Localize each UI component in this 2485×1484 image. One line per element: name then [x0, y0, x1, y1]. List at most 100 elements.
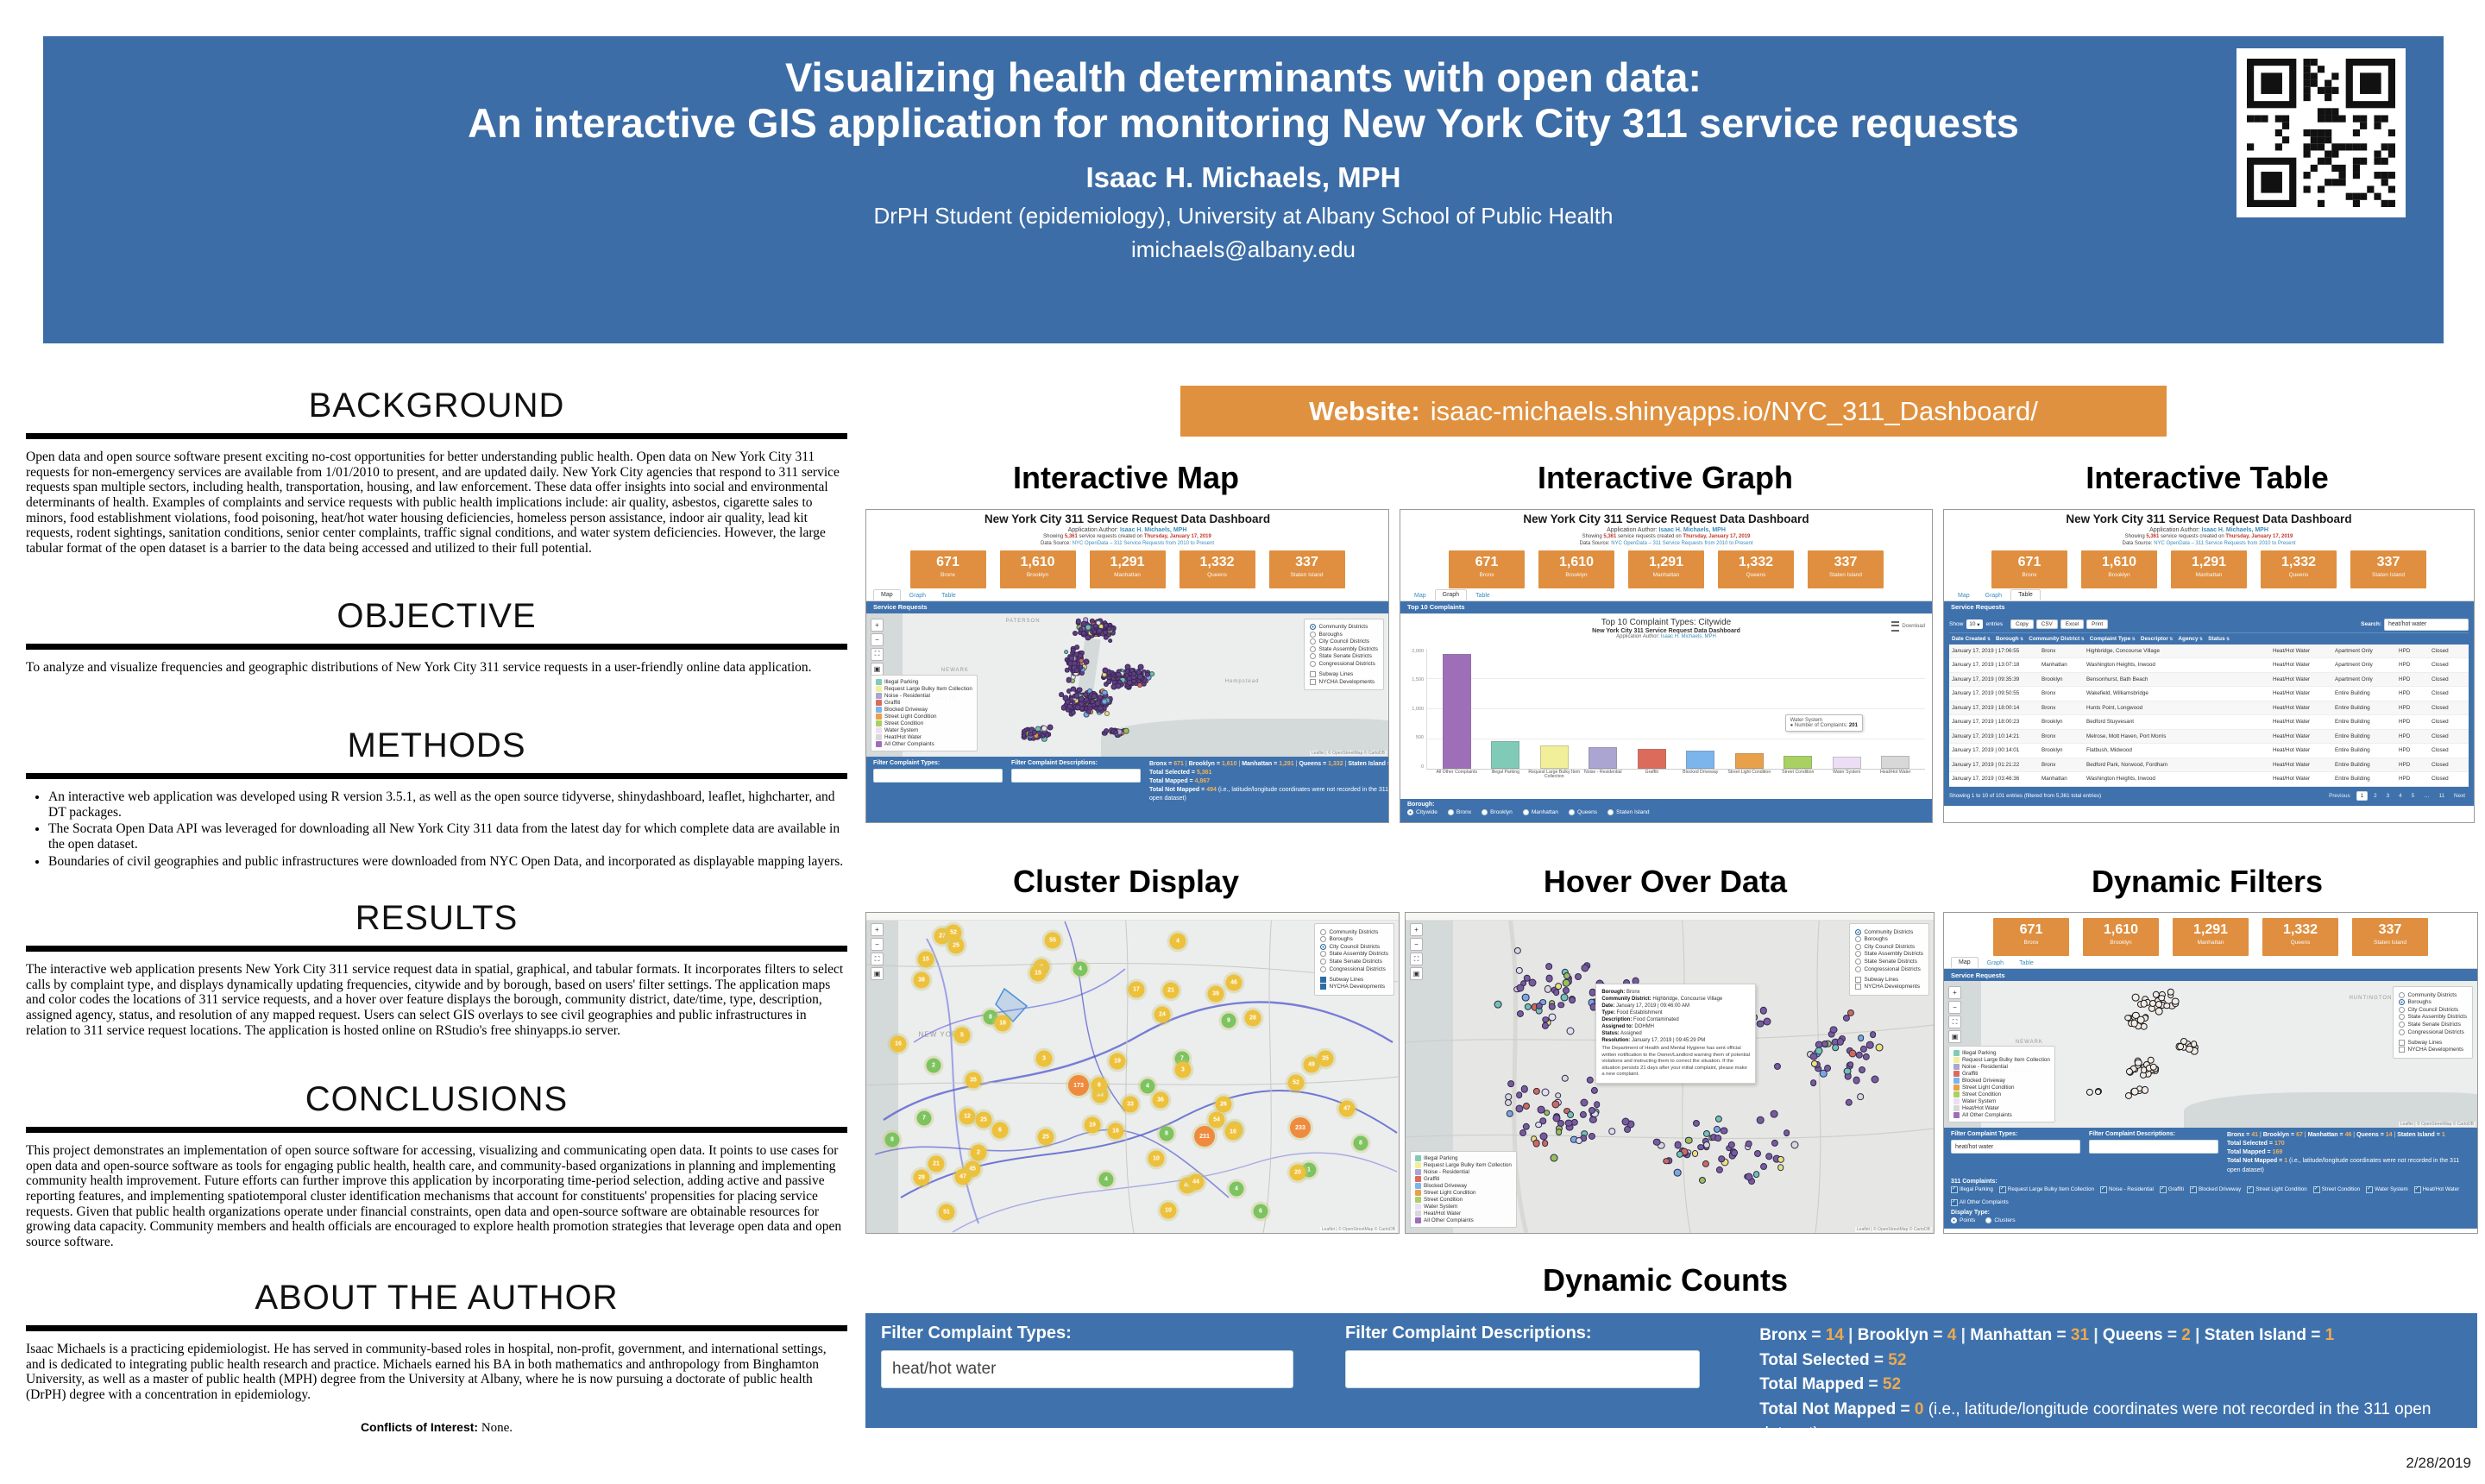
radio-icon[interactable]	[1320, 936, 1327, 943]
zoom-out-icon[interactable]: −	[1410, 938, 1423, 951]
bar[interactable]: Request Large Bulky Item Collection	[1528, 649, 1580, 779]
overlay-option[interactable]: State Assembly Districts	[1320, 951, 1388, 958]
cluster-marker[interactable]: 4	[1229, 1181, 1244, 1197]
overlay-option[interactable]: State Senate Districts	[1310, 653, 1378, 660]
radio-icon[interactable]	[1310, 653, 1317, 660]
cluster-marker[interactable]: 6	[1253, 1204, 1268, 1219]
fullscreen-icon[interactable]: ⛶	[871, 953, 884, 965]
table-row[interactable]: January 17, 2019 | 10:14:21 Bronx Melros…	[1949, 729, 2469, 744]
leaflet-map[interactable]: NEW YORK + − ⛶ ▣ 7 35 49 28 26 4 2 45 3 36 8 17 7 27 4…	[866, 913, 1399, 1233]
filter-types-input[interactable]	[873, 768, 1003, 783]
radio-icon[interactable]	[1855, 951, 1862, 958]
cluster-marker[interactable]: 2	[970, 1144, 987, 1161]
cluster-marker[interactable]: 4	[1140, 1078, 1155, 1094]
bar[interactable]: All Other Complaints	[1432, 649, 1482, 774]
cluster-marker[interactable]: 233	[1290, 1117, 1311, 1138]
radio-icon[interactable]	[1855, 984, 1862, 990]
radio-icon[interactable]	[1855, 936, 1862, 943]
tab[interactable]: Graph	[1434, 588, 1468, 601]
checkbox-icon[interactable]	[2366, 1185, 2374, 1193]
borough-radio[interactable]: Manhattan	[1522, 808, 1558, 815]
cluster-marker[interactable]: 15	[1029, 965, 1047, 982]
radio-icon[interactable]	[1310, 638, 1317, 645]
leaflet-map[interactable]: NEWARKELIZABETHHUNTINGTON + − ⛶ ▣ Illega…	[1944, 981, 2477, 1128]
overlay-option[interactable]: Congressional Districts	[2399, 1028, 2467, 1035]
filter-desc-input[interactable]	[2089, 1140, 2218, 1154]
radio-icon[interactable]	[2399, 991, 2406, 998]
cluster-marker[interactable]: 44	[1187, 1173, 1205, 1191]
radio-icon[interactable]	[2399, 1014, 2406, 1021]
checkbox-icon[interactable]	[2312, 1185, 2320, 1193]
cluster-marker[interactable]: 19	[1084, 1116, 1101, 1134]
page-button[interactable]: Next	[2454, 793, 2465, 799]
radio-icon[interactable]	[1407, 808, 1413, 815]
tab[interactable]: Graph	[909, 592, 927, 599]
overlay-option[interactable]: Subway Lines	[1855, 976, 1923, 983]
radio-icon[interactable]	[1320, 928, 1327, 935]
zoom-in-icon[interactable]: +	[1410, 923, 1423, 936]
overlay-option[interactable]: Boroughs	[1855, 936, 1923, 943]
complaint-checkbox[interactable]: Request Large Bulky Item Collection	[1998, 1185, 2094, 1193]
zoom-out-icon[interactable]: −	[871, 632, 884, 646]
overlay-option[interactable]: State Senate Districts	[1320, 958, 1388, 965]
cluster-marker[interactable]: 12	[959, 1108, 976, 1125]
borough-radio[interactable]: Citywide	[1407, 808, 1438, 815]
radio-icon[interactable]	[1855, 976, 1862, 983]
column-header[interactable]: Descriptor	[2138, 633, 2176, 645]
bar[interactable]: Noise - Residential	[1579, 649, 1628, 774]
borough-radio[interactable]: Brooklyn	[1482, 808, 1513, 815]
complaint-checkbox[interactable]: Street Condition	[2312, 1185, 2360, 1193]
radio-icon[interactable]	[1310, 661, 1317, 668]
radio-icon[interactable]	[2399, 1039, 2406, 1046]
cluster-marker[interactable]: 28	[913, 1169, 930, 1186]
overlay-option[interactable]: Subway Lines	[1320, 976, 1388, 983]
radio-icon[interactable]	[1447, 808, 1454, 815]
radio-icon[interactable]	[1310, 678, 1317, 685]
column-header[interactable]: Complaint Type	[2087, 633, 2138, 645]
overlay-option[interactable]: Congressional Districts	[1310, 661, 1378, 668]
table-row[interactable]: January 17, 2019 | 01:21:22 Bronx Bedfor…	[1949, 758, 2469, 772]
search-input[interactable]: heat/hot water	[2384, 618, 2469, 631]
cluster-marker[interactable]: 6	[1091, 1077, 1108, 1094]
cluster-marker[interactable]: 18	[994, 1015, 1011, 1032]
table-row[interactable]: January 17, 2019 | 18:00:23 Brooklyn Bed…	[1949, 715, 2469, 730]
borough-radio[interactable]: Queens	[1568, 808, 1597, 815]
cluster-marker[interactable]: 10	[1148, 1150, 1165, 1167]
page-button[interactable]: 4	[2399, 793, 2402, 799]
overlay-option[interactable]: Congressional Districts	[1855, 965, 1923, 972]
bar[interactable]: Street Condition	[1774, 649, 1823, 774]
radio-icon[interactable]	[2399, 1006, 2406, 1013]
cluster-marker[interactable]: 36	[1152, 1091, 1169, 1109]
radio-icon[interactable]	[1855, 928, 1862, 935]
radio-icon[interactable]	[1607, 808, 1614, 815]
tab[interactable]: Table	[2019, 960, 2034, 966]
radio-icon[interactable]	[1951, 1217, 1957, 1223]
overlay-option[interactable]: City Council Districts	[1310, 638, 1378, 645]
overlay-option[interactable]: Community Districts	[1855, 928, 1923, 935]
overlay-option[interactable]: Congressional Districts	[1320, 965, 1388, 972]
tab[interactable]: Map	[1414, 592, 1426, 599]
complaint-checkbox[interactable]: Noise - Residential	[2099, 1185, 2154, 1193]
zoom-in-icon[interactable]: +	[871, 923, 884, 936]
bar[interactable]: Blocked Driveway	[1677, 649, 1726, 774]
cluster-marker[interactable]: 16	[1107, 1122, 1124, 1140]
cluster-marker[interactable]: 3	[1174, 1061, 1192, 1078]
zoom-out-icon[interactable]: −	[871, 938, 884, 951]
filter-types-input[interactable]: heat/hot water	[881, 1350, 1293, 1388]
cluster-marker[interactable]: 19	[1109, 1053, 1126, 1070]
checkbox-icon[interactable]	[2159, 1185, 2167, 1193]
cluster-marker[interactable]: 4	[1098, 1172, 1114, 1187]
overlay-option[interactable]: Boroughs	[2399, 999, 2467, 1006]
overlay-option[interactable]: NYCHA Developments	[1320, 984, 1388, 990]
overlay-option[interactable]: State Senate Districts	[1855, 958, 1923, 965]
overlay-option[interactable]: Subway Lines	[1310, 671, 1378, 678]
cluster-marker[interactable]: 8	[983, 1009, 998, 1025]
export-button[interactable]: Print	[2086, 619, 2109, 629]
overlay-option[interactable]: NYCHA Developments	[1855, 984, 1923, 990]
radio-icon[interactable]	[1855, 958, 1862, 965]
bar[interactable]: Heat/Hot Water	[1872, 649, 1921, 774]
overlay-option[interactable]: NYCHA Developments	[1310, 678, 1378, 685]
layers-icon[interactable]: ▣	[871, 967, 884, 980]
overlay-option[interactable]: Community Districts	[1310, 624, 1378, 631]
column-header[interactable]: Community District	[2026, 633, 2087, 645]
